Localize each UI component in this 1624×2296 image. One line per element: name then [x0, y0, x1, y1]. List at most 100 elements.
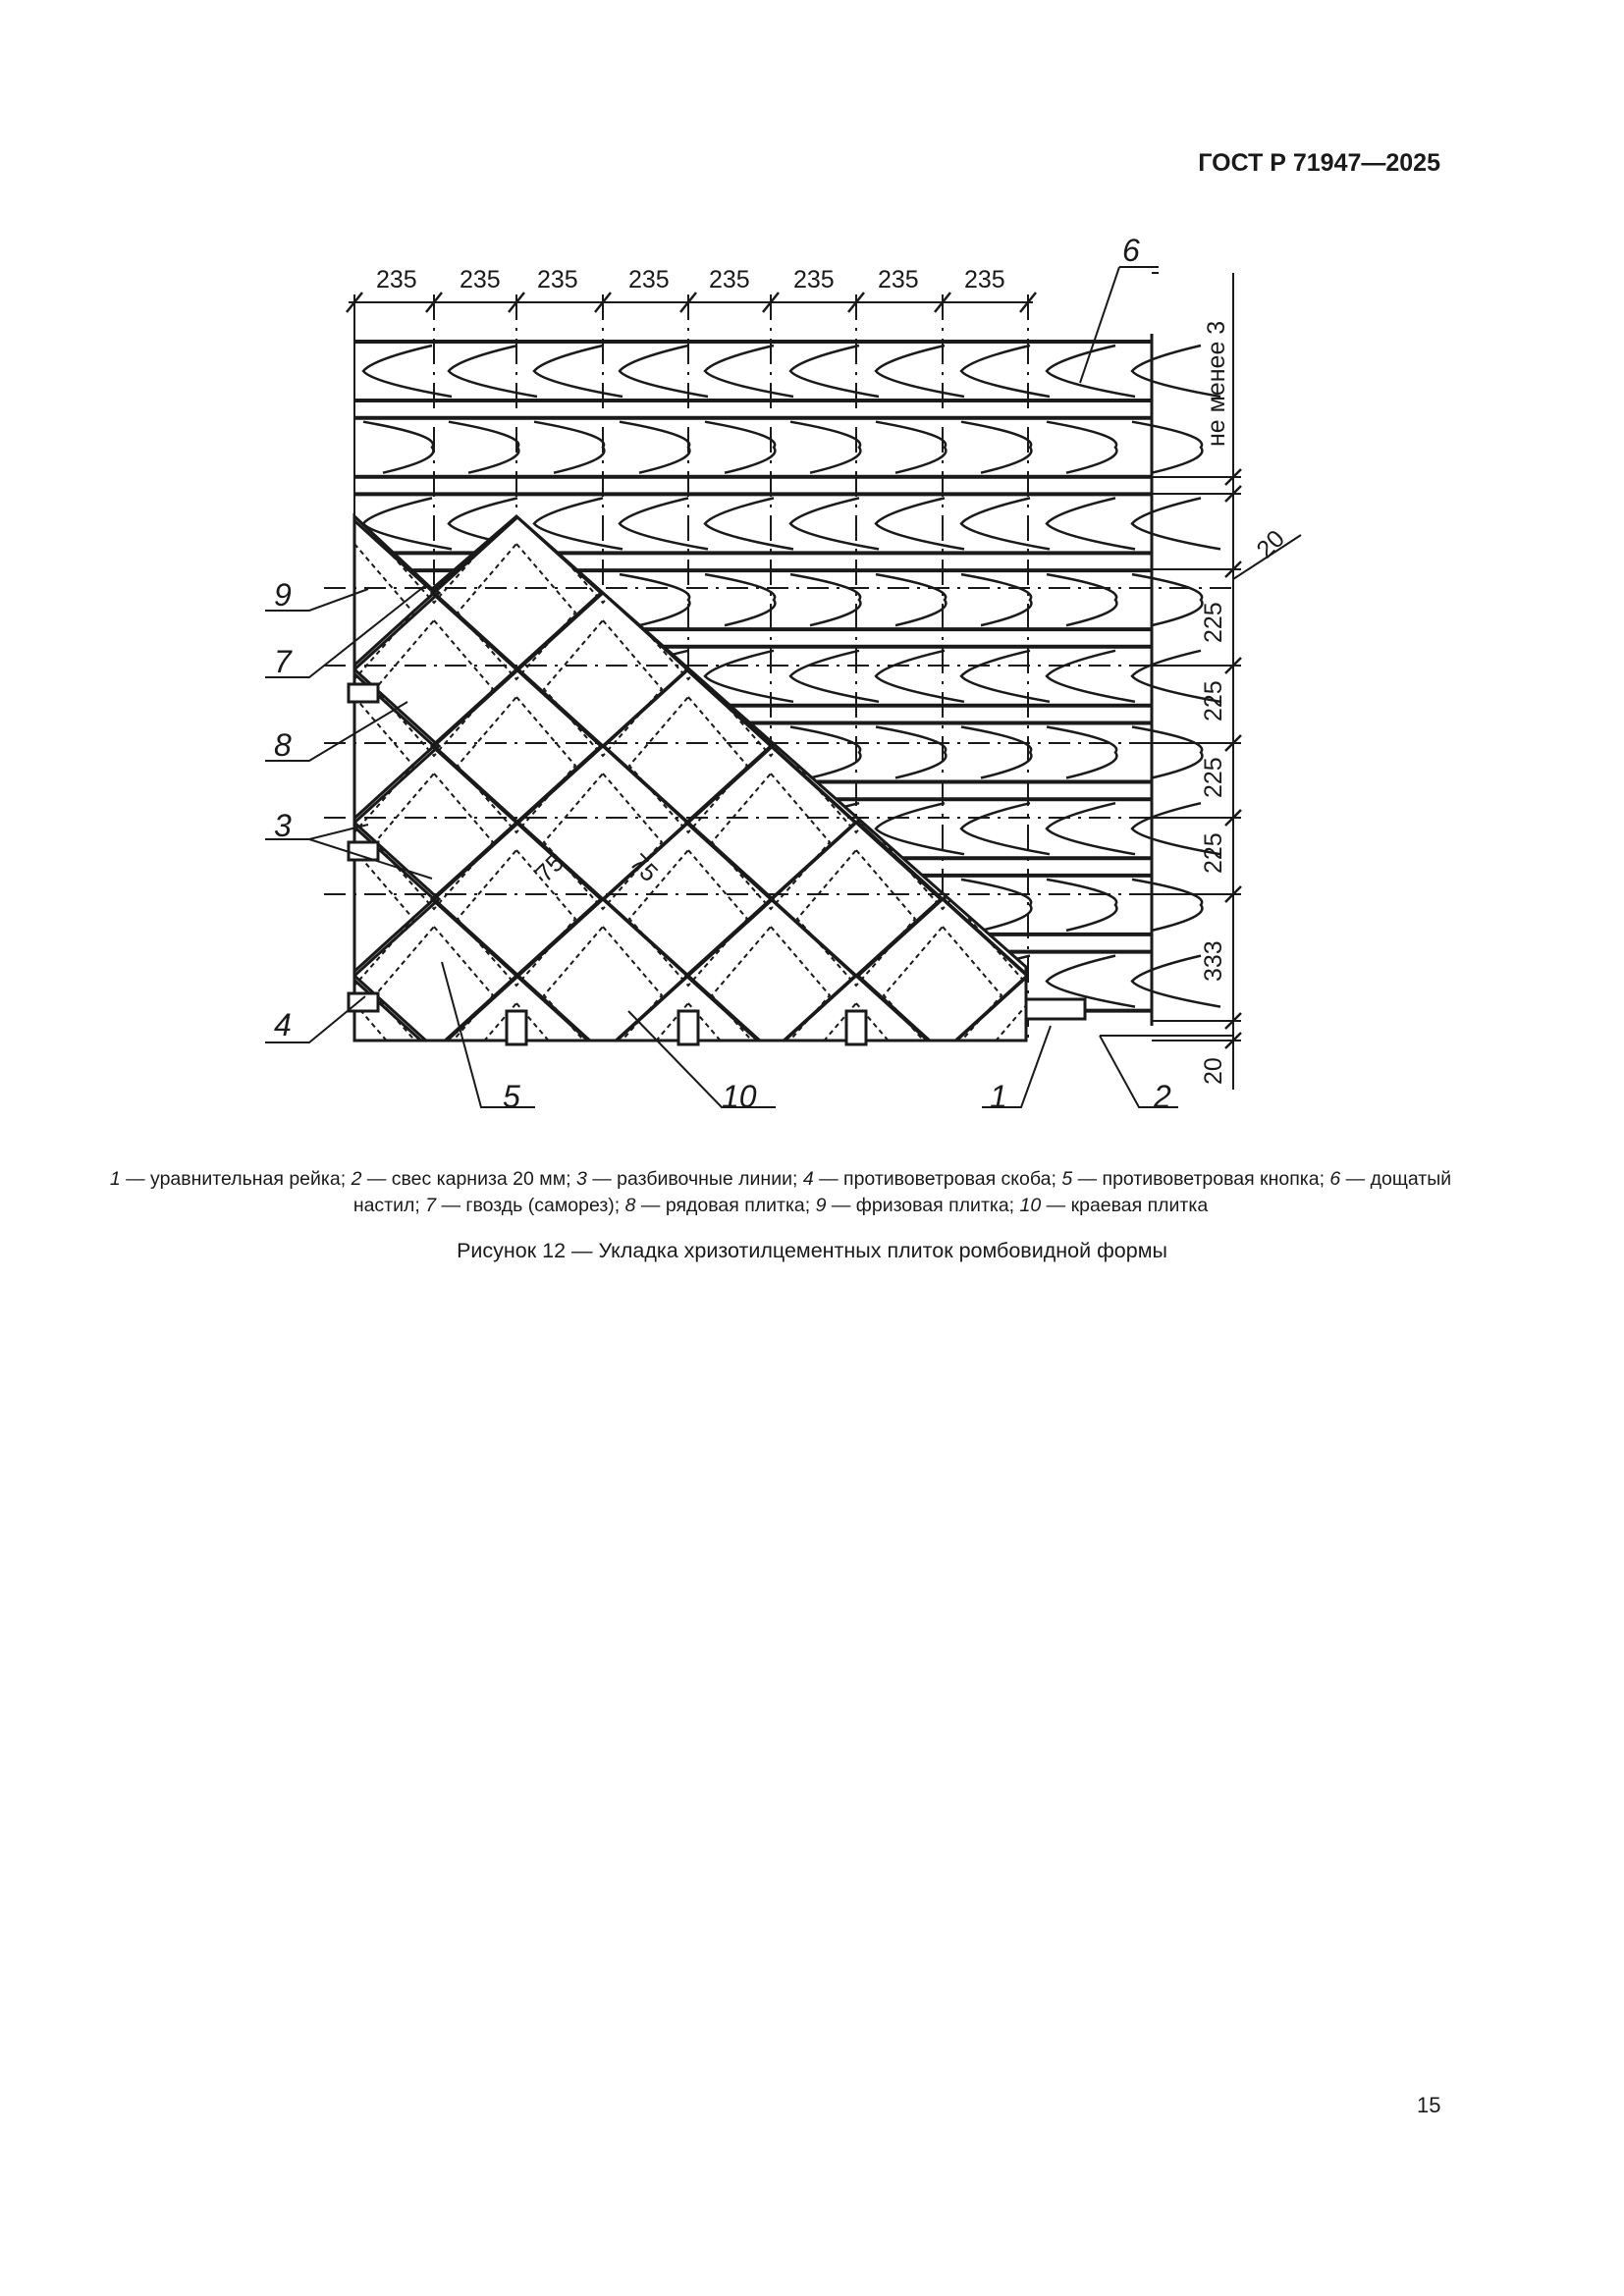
document-header: ГОСТ Р 71947—2025: [1198, 149, 1440, 177]
figure-caption: Рисунок 12 — Укладка хризотилцементных п…: [457, 1239, 1167, 1262]
dim-row: 225: [1200, 680, 1227, 721]
wood-grain: [1045, 344, 1136, 399]
tile-overlap-dashed: [542, 772, 664, 911]
wood-grain: [874, 649, 965, 704]
wood-grain: [619, 420, 691, 474]
legend-item: 10 — краевая плитка: [1019, 1195, 1209, 1216]
top-dimension-labels: 235 235 235 235 235 235 235 235: [376, 266, 1005, 294]
tile-overlap-dashed: [373, 516, 495, 605]
wood-grain: [874, 344, 965, 399]
callout-7: 7: [274, 644, 293, 679]
wood-grain: [788, 344, 880, 399]
wood-grain: [1046, 725, 1118, 779]
wood-grain: [788, 649, 880, 704]
wood-grain: [1046, 572, 1118, 627]
legend-item: 3 — разбивочные линии;: [575, 1168, 803, 1190]
wood-grain: [1130, 801, 1221, 856]
dimension-tick: [847, 292, 865, 313]
tile-outline: [855, 896, 1026, 1041]
dim-label: 235: [628, 266, 670, 294]
tile-outline: [769, 973, 944, 1041]
wood-grain: [1046, 878, 1118, 933]
dimension-lines: [346, 272, 1302, 1090]
legend-item: 9 — фризовая плитка;: [815, 1195, 1020, 1216]
legend-item: 1 — уравнительная рейка;: [109, 1168, 352, 1190]
wood-grain: [703, 649, 794, 704]
wood-grain: [704, 572, 777, 627]
tile-overlap-dashed: [710, 772, 832, 911]
callout-10: 10: [722, 1079, 757, 1114]
callout-9: 9: [274, 577, 292, 613]
wood-grain: [788, 497, 880, 551]
leveling-batten: [1024, 997, 1087, 1021]
wood-grain: [361, 344, 453, 399]
dim-min-note: не менее 3: [1203, 321, 1230, 447]
tile-overlap-dashed: [373, 772, 495, 911]
wood-grain: [447, 344, 538, 399]
dimension-tick: [1224, 809, 1242, 827]
wood-grain: [703, 497, 794, 551]
dim-gap: 20: [1251, 525, 1289, 563]
wind-button: [677, 1009, 700, 1046]
dim-row: 333: [1200, 940, 1227, 982]
legend-item: 8 — рядовая плитка;: [624, 1195, 816, 1216]
dim-label: 235: [537, 266, 578, 294]
wood-grain: [533, 420, 606, 474]
wood-grain: [875, 725, 947, 779]
wind-clip: [347, 991, 380, 1013]
callout-5: 5: [503, 1079, 520, 1114]
tile-outline: [601, 973, 776, 1041]
wood-grain: [1131, 572, 1204, 627]
tile-outline: [354, 667, 442, 826]
legend-item: 4 — противоветровая скоба;: [802, 1168, 1062, 1190]
dimension-tick: [679, 292, 697, 313]
callouts: [265, 266, 1178, 1108]
tile-overlap-dashed: [456, 695, 577, 834]
tile-outline: [354, 896, 521, 1041]
wind-clip: [347, 682, 380, 704]
dim-overhang: 20: [1200, 1057, 1227, 1085]
wood-grain: [789, 725, 862, 779]
tile-outline: [941, 973, 1026, 1041]
tile-overlap-dashed: [627, 695, 749, 834]
wood-grain: [1131, 420, 1204, 474]
wood-grain: [874, 801, 965, 856]
callout-8: 8: [274, 727, 292, 763]
dimension-tick: [1224, 468, 1242, 486]
dimension-tick: [1224, 485, 1242, 503]
dimension-tick: [594, 292, 612, 313]
roof-tiling-drawing: 235 235 235 235 235 235 235 235 не менее…: [265, 233, 1302, 1114]
tile-area: [354, 516, 1026, 1041]
dimension-tick: [1224, 734, 1242, 752]
tile-outline: [354, 973, 442, 1041]
wood-grain: [1131, 725, 1204, 779]
dimension-tick: [1224, 885, 1242, 903]
wood-grain: [1130, 344, 1221, 399]
legend-item: 6 — дощатый настил;: [352, 1168, 1452, 1216]
wood-grain: [362, 420, 435, 474]
dim-label: 235: [460, 266, 501, 294]
tile-overlap-dashed: [456, 848, 577, 988]
dimension-tick: [934, 292, 951, 313]
wood-grain: [959, 344, 1051, 399]
callout-4: 4: [274, 1007, 292, 1042]
tile-area-outline: [352, 512, 1028, 1042]
callout-1: 1: [990, 1079, 1007, 1114]
wood-grain: [1130, 954, 1221, 1008]
wind-button: [844, 1009, 868, 1046]
dimension-tick: [1224, 561, 1242, 578]
wood-grain: [618, 497, 709, 551]
dim-label: 235: [878, 266, 919, 294]
wood-grain: [1045, 497, 1136, 551]
tile-outline: [683, 896, 858, 1041]
dimension-tick: [346, 292, 363, 313]
wood-grain: [789, 420, 862, 474]
dim-label: 235: [709, 266, 750, 294]
dim-label: 235: [376, 266, 417, 294]
chalk-lines: [324, 587, 1239, 1046]
legend-item: 5 — противоветровая кнопка;: [1061, 1168, 1330, 1190]
right-dimension-labels: не менее 3 20 225 225 225 225 333 20 75 …: [530, 321, 1289, 1085]
wood-grain: [875, 420, 947, 474]
wood-grain: [960, 725, 1033, 779]
wood-grain: [960, 572, 1033, 627]
